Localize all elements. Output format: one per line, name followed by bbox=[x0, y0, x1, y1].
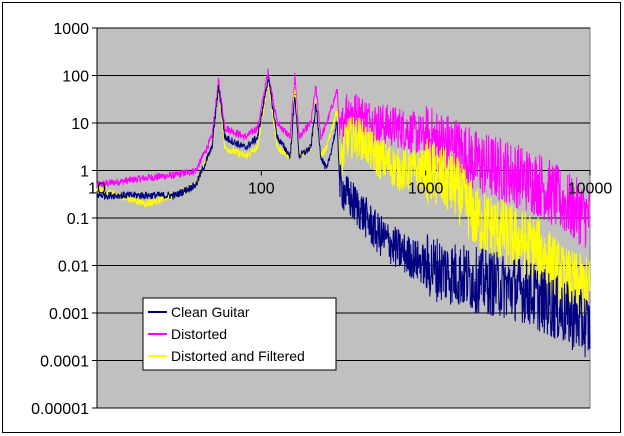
data-point bbox=[345, 194, 348, 196]
data-point bbox=[310, 147, 312, 149]
data-point bbox=[336, 122, 338, 124]
data-point bbox=[589, 289, 591, 291]
data-point bbox=[145, 177, 148, 179]
data-point bbox=[145, 203, 148, 205]
data-point bbox=[503, 231, 505, 233]
data-point bbox=[294, 85, 296, 87]
data-point bbox=[96, 188, 98, 191]
data-point bbox=[320, 155, 322, 157]
y-tick-label: 100 bbox=[62, 69, 89, 86]
data-point bbox=[276, 122, 278, 124]
data-point bbox=[454, 147, 456, 149]
data-point bbox=[589, 326, 591, 328]
data-point bbox=[244, 147, 247, 149]
data-point bbox=[326, 169, 328, 172]
data-point bbox=[345, 136, 348, 138]
data-point bbox=[224, 127, 226, 129]
data-point bbox=[345, 108, 348, 110]
data-point bbox=[474, 217, 476, 219]
data-point bbox=[310, 122, 312, 124]
data-point bbox=[289, 136, 291, 138]
data-point bbox=[399, 127, 401, 129]
data-point bbox=[589, 217, 591, 219]
data-point bbox=[359, 209, 361, 211]
legend-label: Distorted and Filtered bbox=[171, 348, 305, 364]
series-line-clean-guitar bbox=[96, 78, 591, 358]
data-point bbox=[399, 169, 401, 172]
data-point bbox=[399, 250, 401, 252]
data-point bbox=[96, 184, 98, 186]
data-point bbox=[359, 136, 361, 138]
data-point bbox=[211, 136, 213, 138]
x-tick-label: 1000 bbox=[408, 181, 444, 198]
data-point bbox=[276, 136, 278, 138]
data-point bbox=[375, 122, 377, 124]
data-point bbox=[563, 279, 566, 281]
data-point bbox=[339, 184, 341, 186]
data-point bbox=[315, 103, 317, 105]
data-point bbox=[474, 161, 476, 163]
y-tick-label: 0.0001 bbox=[40, 354, 89, 371]
data-point bbox=[257, 136, 259, 138]
legend-box bbox=[142, 297, 337, 371]
data-point bbox=[320, 136, 322, 138]
x-tick-label: 10000 bbox=[568, 181, 613, 198]
data-point bbox=[359, 114, 361, 116]
data-point bbox=[524, 289, 526, 291]
y-tick-label: 1 bbox=[80, 164, 89, 181]
data-point bbox=[539, 184, 542, 186]
legend-label: Distorted bbox=[171, 326, 227, 342]
data-point bbox=[257, 127, 259, 129]
y-tick-label: 0.01 bbox=[58, 259, 89, 276]
y-tick-label: 1000 bbox=[53, 21, 89, 38]
data-point bbox=[315, 85, 317, 87]
data-point bbox=[539, 250, 542, 252]
data-point bbox=[474, 279, 476, 281]
y-tick-label: 10 bbox=[71, 116, 89, 133]
data-point bbox=[276, 147, 278, 149]
data-point bbox=[503, 169, 505, 172]
x-tick-label: 10 bbox=[88, 181, 106, 198]
data-point bbox=[145, 194, 148, 196]
data-point bbox=[257, 147, 259, 149]
data-point bbox=[315, 99, 317, 101]
data-point bbox=[211, 147, 213, 149]
data-point bbox=[218, 79, 220, 81]
data-point bbox=[244, 136, 247, 138]
data-point bbox=[224, 136, 226, 138]
x-tick-label: 100 bbox=[248, 181, 275, 198]
y-tick-label: 0.00001 bbox=[31, 401, 89, 418]
data-point bbox=[289, 155, 291, 157]
data-point bbox=[425, 264, 427, 267]
data-point bbox=[425, 136, 427, 138]
data-point bbox=[294, 93, 296, 96]
data-point bbox=[195, 169, 197, 172]
data-point bbox=[298, 136, 300, 138]
data-point bbox=[267, 71, 269, 73]
data-point bbox=[375, 231, 377, 233]
data-point bbox=[454, 184, 456, 186]
y-tick-label: 0.1 bbox=[67, 211, 89, 228]
data-point bbox=[336, 89, 338, 91]
data-point bbox=[224, 147, 226, 149]
data-point bbox=[563, 203, 566, 205]
data-point bbox=[294, 74, 296, 77]
data-point bbox=[195, 184, 197, 186]
data-point bbox=[174, 194, 177, 196]
data-point bbox=[267, 77, 269, 79]
data-point bbox=[375, 155, 377, 157]
data-point bbox=[298, 155, 300, 157]
data-point bbox=[326, 147, 328, 149]
y-tick-label: 0.001 bbox=[49, 306, 89, 323]
data-point bbox=[336, 108, 338, 110]
data-point bbox=[244, 155, 247, 157]
data-point bbox=[218, 85, 220, 87]
data-point bbox=[174, 174, 177, 176]
data-point bbox=[563, 312, 566, 314]
data-point bbox=[339, 136, 341, 138]
data-point bbox=[326, 122, 328, 124]
legend-label: Clean Guitar bbox=[171, 304, 250, 320]
data-point bbox=[96, 194, 98, 196]
